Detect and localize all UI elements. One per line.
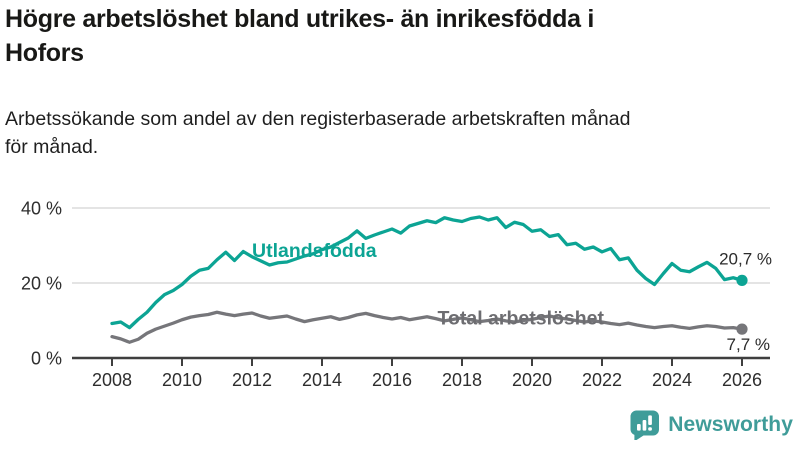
chart-subtitle: Arbetssökande som andel av den registerb… [5,105,785,162]
exclamation-bar [648,415,653,425]
title-line-1: Högre arbetslöshet bland utrikes- än inr… [5,5,594,33]
end-value-label-total-arbetsl-shet: 7,7 % [727,335,770,354]
x-tick-label: 2026 [722,370,762,390]
x-tick-label: 2012 [232,370,272,390]
y-tick-label: 0 % [31,349,62,369]
series-line-total-arbetsl-shet [110,310,744,344]
x-tick-label: 2016 [372,370,412,390]
x-tick-label: 2024 [652,370,692,390]
series-line-utlandsf-dda [110,215,744,330]
bar-tall [642,420,647,431]
subtitle-line-1: Arbetssökande som andel av den registerb… [5,108,631,130]
unemployment-line-chart: 0 % 20 % 40 % 2008 2010 2012 2014 2016 2018 2020 2… [21,199,772,391]
y-tick-label: 20 % [21,274,62,294]
subtitle-line-2: för månad. [5,136,99,159]
end-dot-utlandsf-dda [736,274,748,286]
x-tick-label: 2018 [442,370,482,390]
bar-short [637,424,641,431]
newsworthy-logo: Newsworthy [629,409,793,440]
x-tick-label: 2008 [92,370,132,390]
exclamation-dot [648,427,653,431]
brand-wordmark: Newsworthy [668,412,793,436]
x-tick-label: 2010 [162,370,202,390]
y-tick-label: 40 % [21,199,62,219]
series-label-utlandsf-dda: Utlandsfödda [252,240,377,262]
end-dot-total-arbetsl-shet [736,323,748,335]
x-tick-label: 2014 [302,370,342,390]
newsworthy-bubble-icon [630,410,660,440]
end-value-label-utlandsf-dda: 20,7 % [719,249,772,268]
series-label-total-arbetsl-shet: Total arbetslöshet [438,307,605,329]
x-tick-label: 2020 [512,370,552,390]
x-tick-label: 2022 [582,370,622,390]
chart-title: Högre arbetslöshet bland utrikes- än inr… [5,3,785,70]
title-line-2: Hofors [5,38,84,67]
